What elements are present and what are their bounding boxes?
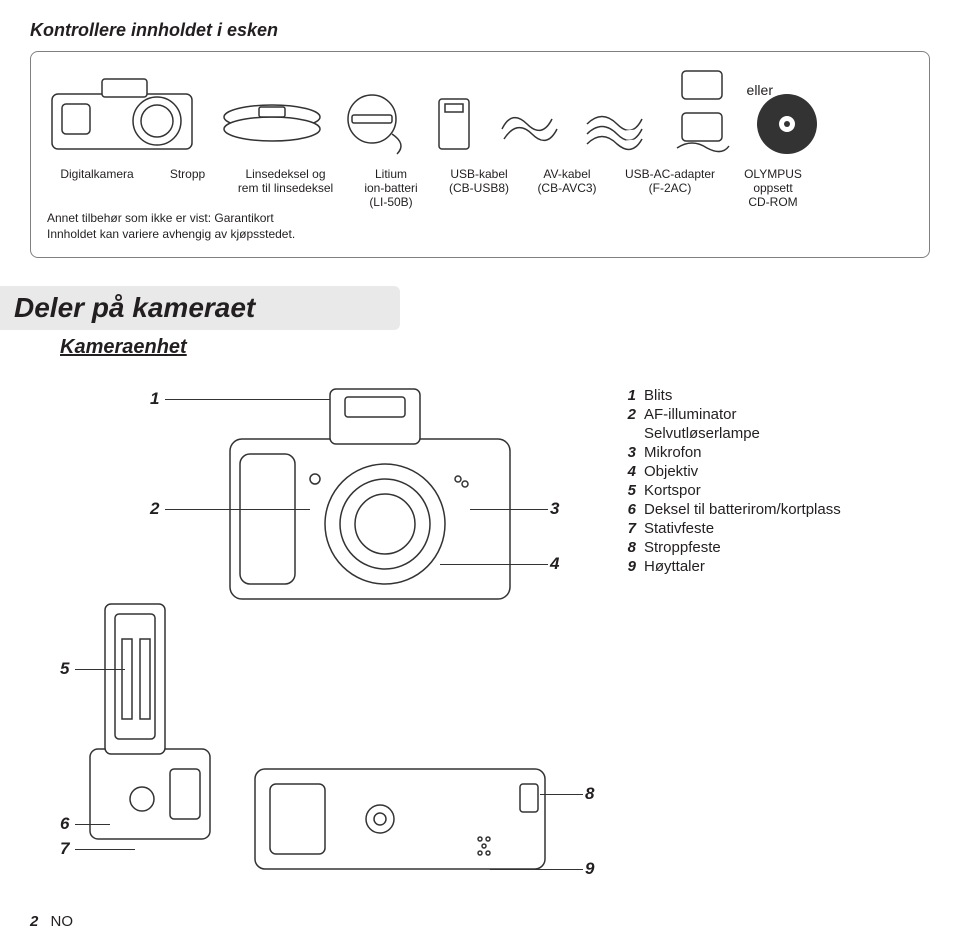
item-adapter-icon xyxy=(662,64,742,159)
cap-strap: Stropp xyxy=(155,167,220,181)
callout-3: 3 xyxy=(550,499,559,519)
part-row: Selvutløserlampe xyxy=(620,425,900,442)
item-lenscap-icon xyxy=(337,89,417,159)
callout-5: 5 xyxy=(60,659,69,679)
cap-battery: Litium ion-batteri (LI-50B) xyxy=(351,167,431,209)
cap-adapter: USB-AC-adapter (F-2AC) xyxy=(615,167,725,195)
camera-bottom-left-icon xyxy=(70,599,220,854)
camera-front-icon xyxy=(220,379,520,614)
part-row: 3Mikrofon xyxy=(620,444,900,461)
subsection-title: Kameraenhet xyxy=(60,336,930,359)
note-warranty: Annet tilbehør som ikke er vist: Garanti… xyxy=(47,211,913,225)
parts-list: 1Blits 2AF-illuminator Selvutløserlampe … xyxy=(620,387,900,577)
cap-av: AV-kabel (CB-AVC3) xyxy=(527,167,607,195)
item-cdrom-icon xyxy=(752,89,822,159)
part-row: 8Stroppfeste xyxy=(620,539,900,556)
callout-line xyxy=(440,564,548,565)
item-usb-icon xyxy=(492,99,567,159)
part-row: 7Stativfeste xyxy=(620,520,900,537)
part-row: 5Kortspor xyxy=(620,482,900,499)
callout-line xyxy=(540,794,583,795)
callout-8: 8 xyxy=(585,784,594,804)
part-row: 1Blits xyxy=(620,387,900,404)
page-title: Kontrollere innholdet i esken xyxy=(30,20,930,41)
callout-line xyxy=(490,869,583,870)
part-row: 2AF-illuminator xyxy=(620,406,900,423)
captions-row: Digitalkamera Stropp Linsedeksel og rem … xyxy=(47,167,913,209)
camera-bottom-right-icon xyxy=(250,749,550,884)
page-footer: 2 NO xyxy=(30,913,73,930)
part-row: 9Høyttaler xyxy=(620,558,900,575)
callout-4: 4 xyxy=(550,554,559,574)
item-battery-icon xyxy=(427,89,482,159)
callout-1: 1 xyxy=(150,389,159,409)
cap-lenscap: Linsedeksel og rem til linsedeksel xyxy=(228,167,343,195)
items-row: eller xyxy=(47,64,913,159)
callout-line xyxy=(470,509,548,510)
cap-usb: USB-kabel (CB-USB8) xyxy=(439,167,519,195)
callout-2: 2 xyxy=(150,499,159,519)
camera-diagram-area: 1 2 3 4 5 6 7 8 9 1Blits 2AF-illuminator… xyxy=(30,369,930,929)
cap-camera: Digitalkamera xyxy=(47,167,147,181)
callout-line xyxy=(165,509,310,510)
item-camera-icon xyxy=(47,69,207,159)
section-band: Deler på kameraet xyxy=(0,286,400,330)
page-lang: NO xyxy=(51,913,74,930)
part-row: 4Objektiv xyxy=(620,463,900,480)
callout-9: 9 xyxy=(585,859,594,879)
callout-line xyxy=(75,824,110,825)
eller-label: eller xyxy=(747,82,773,98)
callout-6: 6 xyxy=(60,814,69,834)
page-number: 2 xyxy=(30,913,38,930)
part-row: 6Deksel til batterirom/kortplass xyxy=(620,501,900,518)
item-av-icon xyxy=(577,99,652,159)
callout-line xyxy=(75,849,135,850)
callout-7: 7 xyxy=(60,839,69,859)
callout-line xyxy=(75,669,125,670)
cap-cdrom: OLYMPUS oppsett CD-ROM xyxy=(733,167,813,209)
item-strap-icon xyxy=(217,89,327,159)
note-contents-vary: Innholdet kan variere avhengig av kjøpss… xyxy=(47,227,913,241)
callout-line xyxy=(165,399,330,400)
box-contents-panel: eller xyxy=(30,51,930,258)
section-title: Deler på kameraet xyxy=(14,292,255,323)
